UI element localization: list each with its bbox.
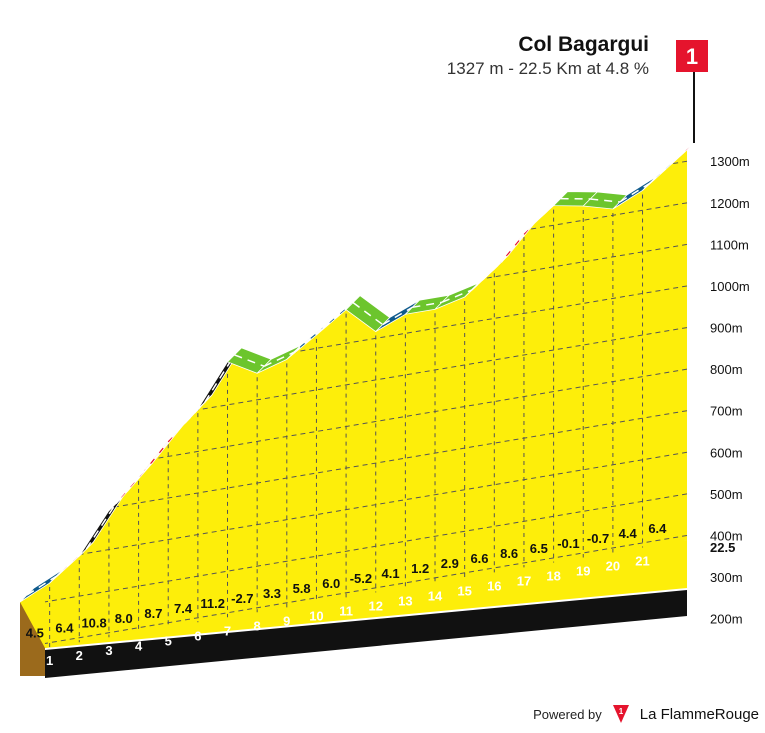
road-centerline: [590, 198, 620, 203]
altitude-gridline: [44, 534, 687, 644]
road-centerline: [115, 469, 147, 505]
km-label: 5: [165, 633, 172, 648]
road-centerline: [85, 503, 117, 550]
gradient-label: 6.5: [530, 541, 548, 556]
km-label: 2: [76, 648, 83, 663]
y-tick-label: 1000m: [710, 279, 750, 294]
km-label: 4: [135, 638, 143, 653]
gradient-label: 1.2: [411, 561, 429, 576]
y-tick-label: 500m: [710, 487, 743, 502]
brand-name: La FlammeRouge: [640, 706, 759, 723]
road-centerline: [263, 351, 295, 367]
km-label: 17: [517, 573, 531, 588]
y-tick-label: 900m: [710, 321, 743, 336]
gradient-label: 5.8: [293, 581, 311, 596]
km-label: 7: [224, 623, 231, 638]
km-label: 19: [576, 563, 590, 578]
road-centerline: [412, 301, 443, 309]
road-centerline: [441, 289, 472, 303]
gradient-label: 11.2: [200, 596, 225, 611]
y-tick-label: 1100m: [710, 237, 749, 252]
gradient-label: 4.4: [619, 526, 638, 541]
km-label: 15: [457, 583, 471, 598]
km-label: 16: [487, 578, 501, 593]
gradient-label: 7.4: [174, 601, 193, 616]
powered-by-text: Powered by: [533, 706, 602, 722]
km-label: 8: [254, 618, 261, 633]
y-tick-label: 200m: [710, 612, 743, 627]
gradient-label: -0.1: [557, 536, 579, 551]
gradient-label: -0.7: [587, 531, 609, 546]
gradient-label: 6.4: [648, 521, 667, 536]
gradient-label: 8.6: [500, 546, 518, 561]
km-label: 3: [105, 643, 112, 658]
km-label: 12: [368, 598, 382, 613]
gradient-label: 3.3: [263, 586, 281, 601]
road-centerline: [382, 306, 413, 326]
km-label: 1: [46, 653, 53, 668]
end-distance-label: 22.5: [710, 540, 735, 555]
flame-logo-icon: 1: [612, 705, 629, 723]
gradient-label: 6.0: [322, 576, 340, 591]
gradient-label: 4.1: [382, 566, 400, 581]
road-centerline: [144, 432, 176, 471]
y-tick-label: 1300m: [710, 154, 750, 169]
road-centerline: [619, 182, 650, 203]
road-centerline: [293, 327, 324, 353]
footer-branding[interactable]: Powered by 1 La FlammeRouge: [533, 703, 759, 725]
y-tick-label: 400m: [710, 528, 743, 543]
y-tick-label: 300m: [710, 570, 743, 585]
km-label: 20: [606, 558, 620, 573]
profile-fill: [20, 150, 687, 648]
road-centerline: [322, 302, 354, 329]
altitude-gridline: [44, 493, 687, 603]
gradient-label: 8.0: [115, 611, 133, 626]
gradient-label: 6.6: [470, 551, 488, 566]
km-label: 10: [309, 608, 323, 623]
gradient-label: 8.7: [144, 606, 162, 621]
altitude-gridline: [44, 410, 687, 520]
brand-prefix: La Flamme: [639, 705, 715, 723]
gradient-label: 2.9: [441, 556, 459, 571]
y-tick-label: 1200m: [710, 196, 750, 211]
climb-subtitle: 1327 m - 22.5 Km at 4.8 %: [446, 59, 649, 78]
y-tick-label: 800m: [710, 362, 743, 377]
gradient-label: 6.4: [55, 621, 74, 636]
km-label: 14: [428, 588, 443, 603]
km-bar: [45, 590, 687, 678]
road-centerline: [26, 575, 58, 596]
altitude-gridline: [44, 451, 687, 561]
gradient-label: 10.8: [81, 616, 106, 631]
km-label: 18: [546, 568, 560, 583]
km-label: 6: [194, 628, 201, 643]
brand-suffix: Rouge: [714, 705, 759, 723]
km-label: 21: [635, 553, 649, 568]
road-centerline: [352, 302, 384, 326]
km-label: 11: [339, 603, 353, 618]
km-label: 9: [283, 613, 290, 628]
category-flag-icon: [676, 40, 708, 72]
road-centerline: [678, 142, 695, 158]
gradient-label: -5.2: [350, 571, 372, 586]
gradient-label: -2.7: [231, 591, 253, 606]
y-tick-label: 600m: [710, 445, 743, 460]
category-label: 1: [686, 44, 698, 69]
svg-text:1: 1: [619, 707, 624, 716]
road-centerline: [234, 354, 265, 367]
km-label: 13: [398, 593, 412, 608]
road-centerline: [500, 225, 532, 263]
gradient-label: 4.5: [26, 626, 44, 641]
y-tick-label: 700m: [710, 404, 743, 419]
climb-name: Col Bagargui: [518, 33, 649, 56]
climb-title-block: Col Bagargui 1327 m - 22.5 Km at 4.8 %: [447, 33, 649, 79]
